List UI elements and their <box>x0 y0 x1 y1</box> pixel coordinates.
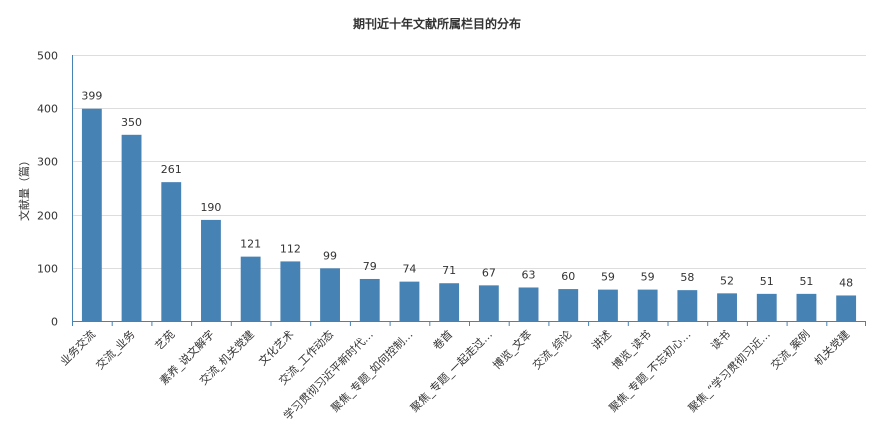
bar[interactable] <box>439 283 460 321</box>
y-tick-label: 500 <box>37 50 58 63</box>
data-label: 121 <box>240 238 261 251</box>
data-label: 67 <box>482 266 496 279</box>
bar[interactable] <box>796 293 817 321</box>
y-tick-label: 200 <box>37 210 58 223</box>
grid-lines <box>72 55 866 269</box>
bars <box>81 108 857 322</box>
chart-title: 期刊近十年文献所属栏目的分布 <box>353 16 521 31</box>
bar[interactable] <box>81 108 102 322</box>
x-tick-label: 交流_综论 <box>529 327 574 372</box>
y-tick-label: 300 <box>37 156 58 169</box>
data-label: 51 <box>760 275 774 288</box>
bar[interactable] <box>756 293 777 321</box>
data-label: 99 <box>323 249 337 262</box>
data-label: 48 <box>839 276 853 289</box>
data-label: 350 <box>121 116 142 129</box>
data-label: 261 <box>161 163 182 176</box>
bar[interactable] <box>598 289 618 321</box>
bar[interactable] <box>478 285 499 321</box>
bar[interactable] <box>359 278 380 321</box>
data-label: 112 <box>280 242 301 255</box>
bar[interactable] <box>399 281 420 321</box>
x-tick-label: 卷首 <box>430 327 455 352</box>
data-label: 60 <box>561 270 575 283</box>
data-label: 190 <box>200 201 221 214</box>
data-label: 52 <box>720 274 734 287</box>
bar[interactable] <box>558 289 579 321</box>
bar[interactable] <box>518 287 539 321</box>
x-tick-label: 讲述 <box>589 327 614 352</box>
y-tick-label: 100 <box>37 263 58 276</box>
x-tick-label: 机关党建 <box>811 327 852 368</box>
bar[interactable] <box>717 293 737 321</box>
x-tick-label: 业务交流 <box>57 327 98 368</box>
data-label: 51 <box>799 275 813 288</box>
data-label: 59 <box>601 271 615 284</box>
x-tick-label: 文化艺术 <box>255 327 296 368</box>
x-tick-label: 博览_文萃 <box>490 327 535 372</box>
data-label: 58 <box>680 271 694 284</box>
y-tick-label: 400 <box>37 103 58 116</box>
bar[interactable] <box>320 268 340 321</box>
bar[interactable] <box>836 295 857 321</box>
bar[interactable] <box>240 256 261 321</box>
bar[interactable] <box>280 261 301 321</box>
bar[interactable] <box>201 219 221 321</box>
data-label: 79 <box>363 260 377 273</box>
data-label: 59 <box>641 271 655 284</box>
bar[interactable] <box>677 290 698 321</box>
data-labels: 399 350 261 190 121 112 99 79 74 71 67 63 60 59 59 58 52… <box>81 90 853 290</box>
data-label: 63 <box>522 268 536 281</box>
data-label: 74 <box>402 263 416 276</box>
y-axis-label: 文献量（篇） <box>17 155 31 221</box>
x-tick-label: 艺苑 <box>153 328 178 353</box>
y-tick-label: 0 <box>51 316 58 329</box>
bar[interactable] <box>121 134 142 321</box>
x-tick-label: 读书 <box>708 327 733 352</box>
x-tick-label: 交流_业务 <box>93 327 138 372</box>
x-tick-label: 交流_案例 <box>768 327 813 372</box>
data-label: 71 <box>442 264 456 277</box>
y-axis-ticks: 0 100 200 300 400 500 <box>37 50 58 329</box>
bar[interactable] <box>161 182 182 321</box>
bar[interactable] <box>637 289 658 321</box>
data-label: 399 <box>81 90 102 103</box>
